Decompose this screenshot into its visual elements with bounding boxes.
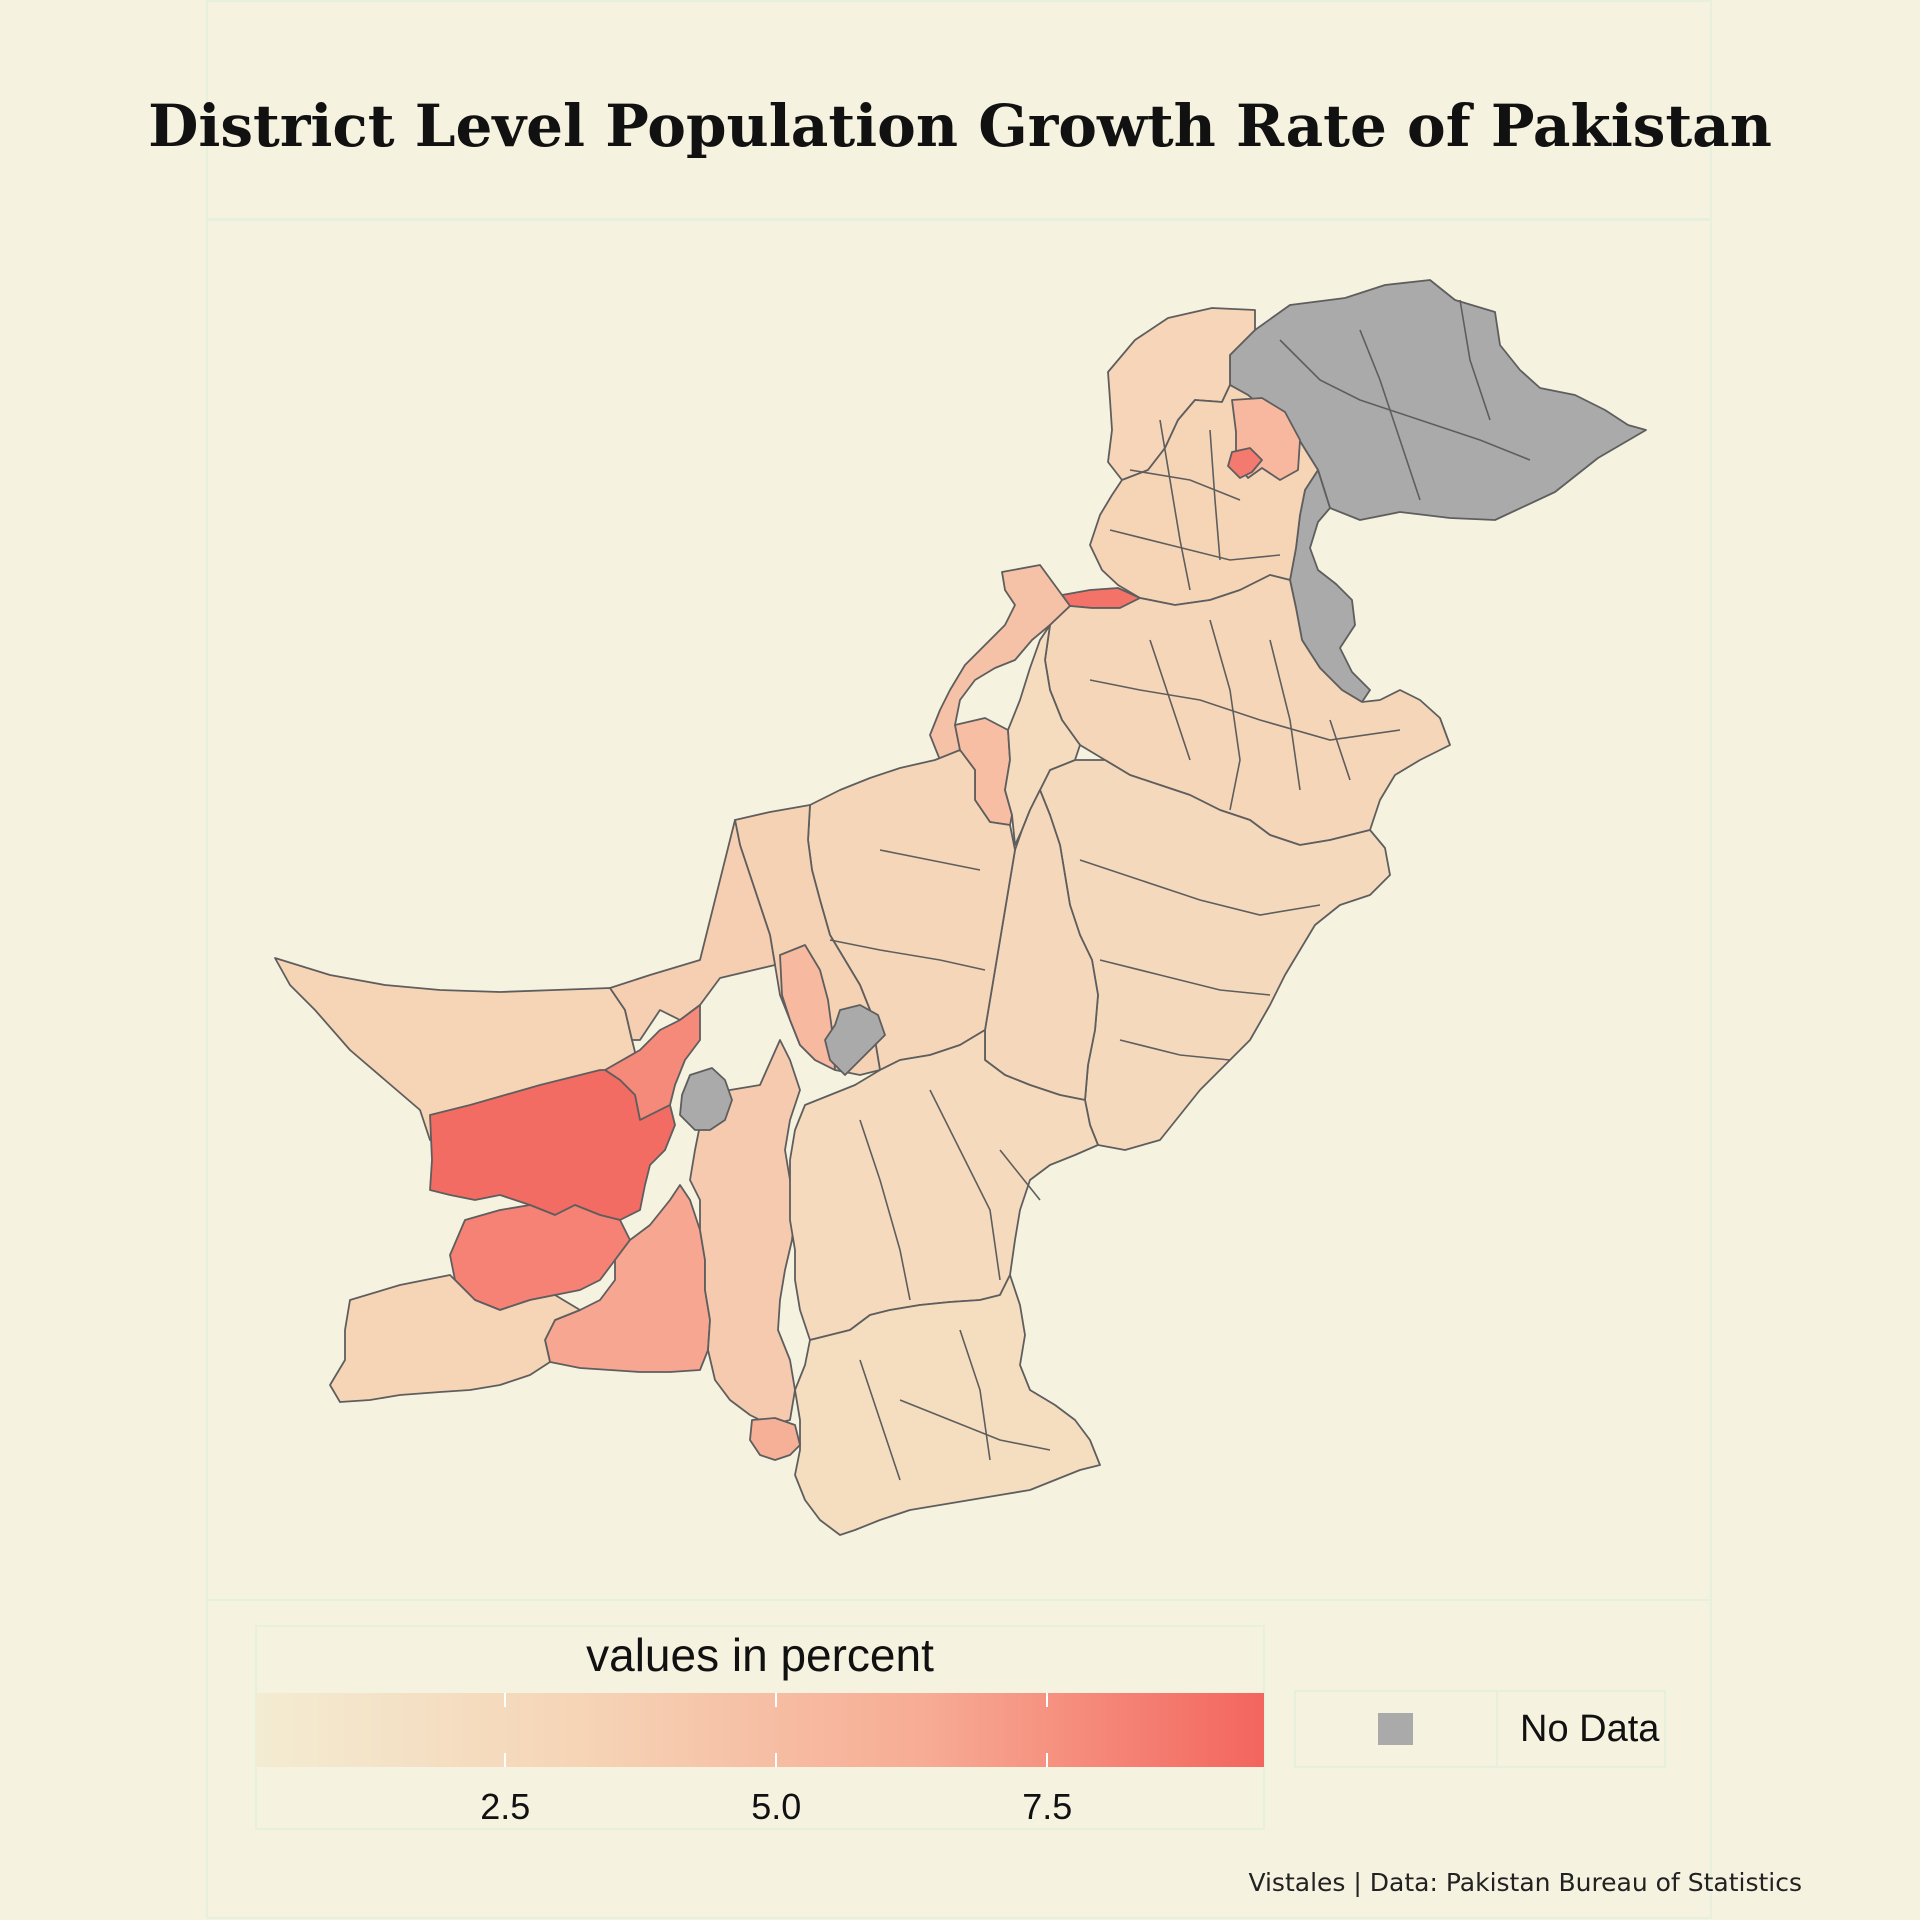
map-region[interactable] [824,1004,886,1076]
no-data-label: No Data [1520,1708,1660,1750]
legend-title: values in percent [586,1629,934,1681]
map-region[interactable] [544,1184,711,1373]
no-data-divider [1496,1690,1498,1768]
district-borders [829,299,1531,1481]
map-region[interactable] [429,1069,676,1221]
map-region[interactable] [794,1274,1101,1536]
map-panel [206,219,1712,1601]
map-region[interactable] [609,819,776,1041]
map-region[interactable] [779,944,836,1071]
map-region[interactable] [749,1417,801,1461]
page-title: District Level Population Growth Rate of… [148,92,1772,160]
no-data-swatch [1378,1713,1413,1745]
source-caption: Vistales | Data: Pakistan Bureau of Stat… [1248,1868,1802,1897]
no-data-legend [1294,1690,1666,1768]
legend-colorbar [256,1693,1264,1767]
legend-tick-label: 7.5 [1022,1786,1073,1827]
legend-tick-label: 2.5 [480,1786,531,1827]
map-region[interactable] [1227,447,1263,479]
map-region[interactable] [329,1274,581,1403]
legend-tick-label: 5.0 [751,1786,802,1827]
legend-tick-mark [1046,1693,1049,1767]
legend-tick-mark [775,1693,778,1767]
legend-tick-mark [504,1693,507,1767]
map-region[interactable] [679,1067,733,1131]
